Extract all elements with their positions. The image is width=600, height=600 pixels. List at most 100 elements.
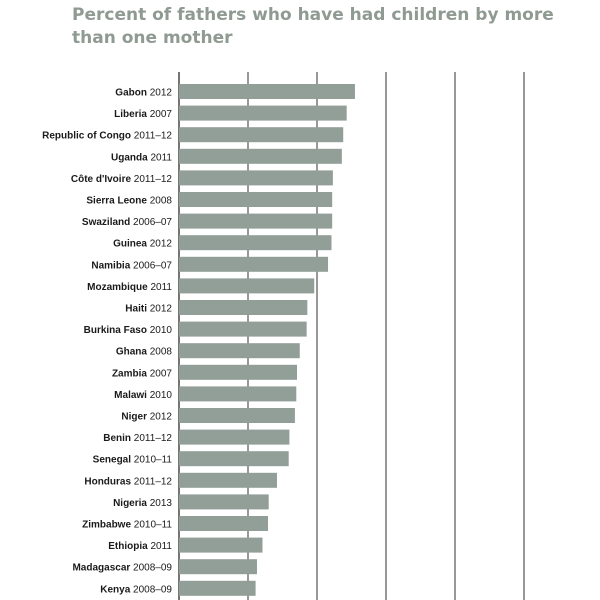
category-label: Haiti 2012 (125, 304, 172, 315)
category-label: Honduras 2011–12 (84, 476, 172, 487)
category-label: Ghana 2008 (116, 347, 173, 358)
category-year: 2012 (147, 304, 172, 315)
category-year: 2012 (147, 88, 172, 99)
category-label: Zambia 2007 (112, 368, 172, 379)
category-year: 2012 (147, 239, 172, 250)
category-year: 2010–11 (131, 455, 172, 466)
category-label: Guinea 2012 (113, 239, 172, 250)
category-label: Nigeria 2013 (113, 498, 172, 509)
category-year: 2008–09 (130, 584, 172, 595)
bar-malawi (179, 386, 297, 402)
bar-ethiopia (179, 537, 263, 553)
bar-nigeria (179, 494, 269, 510)
bar-uganda (179, 148, 342, 164)
category-year: 2011–12 (131, 476, 172, 487)
category-year: 2013 (147, 498, 172, 509)
category-name: Kenya (100, 584, 130, 595)
category-year: 2010 (147, 325, 172, 336)
category-name: Haiti (125, 304, 147, 315)
category-name: Zambia (112, 368, 147, 379)
bar-mozambique (179, 278, 315, 294)
category-year: 2008 (147, 347, 172, 358)
category-name: Mozambique (87, 282, 148, 293)
category-label: Malawi 2010 (114, 390, 172, 401)
category-name: Honduras (84, 476, 131, 487)
category-year: 2010–11 (131, 520, 172, 531)
category-label: Mozambique 2011 (87, 282, 172, 293)
category-name: Gabon (115, 88, 147, 99)
bar-honduras (179, 472, 277, 488)
category-year: 2011–12 (131, 433, 172, 444)
category-label: Sierra Leone 2008 (86, 196, 172, 207)
category-year: 2012 (147, 412, 172, 423)
bar-kenya (179, 580, 256, 596)
bar-swaziland (179, 213, 333, 229)
category-name: Côte d'Ivoire (71, 174, 132, 185)
bar-gabon (179, 84, 355, 99)
category-name: Nigeria (113, 498, 147, 509)
category-name: Benin (103, 433, 131, 444)
category-name: Liberia (114, 109, 147, 120)
category-label: Zimbabwe 2010–11 (82, 520, 172, 531)
bar-guinea (179, 235, 332, 251)
category-year: 2011 (148, 541, 173, 552)
bar-sierra-leone (179, 192, 333, 207)
category-name: Republic of Congo (42, 131, 131, 142)
category-name: Ghana (116, 347, 148, 358)
category-label: Uganda 2011 (111, 152, 172, 163)
bar-namibia (179, 256, 329, 272)
category-name: Ethiopia (108, 541, 148, 552)
category-label: Côte d'Ivoire 2011–12 (71, 174, 173, 185)
category-year: 2006–07 (130, 260, 172, 271)
bar-ghana (179, 343, 300, 359)
category-year: 2011 (148, 282, 173, 293)
category-year: 2011 (148, 152, 173, 163)
category-label: Swaziland 2006–07 (82, 217, 173, 228)
bars (179, 84, 355, 596)
category-name: Swaziland (82, 217, 130, 228)
category-name: Guinea (113, 239, 147, 250)
category-label: Gabon 2012 (115, 88, 172, 99)
category-label: Republic of Congo 2011–12 (42, 131, 172, 142)
bar-madagascar (179, 559, 257, 575)
category-label: Ethiopia 2011 (108, 541, 172, 552)
category-name: Sierra Leone (86, 196, 147, 207)
category-name: Madagascar (72, 563, 130, 574)
category-label: Senegal 2010–11 (93, 455, 173, 466)
bar-republic-of-congo (179, 127, 344, 143)
category-name: Senegal (93, 455, 132, 466)
chart-title: Percent of fathers who have had children… (72, 5, 554, 48)
category-label: Niger 2012 (121, 412, 172, 423)
bar-burkina-faso (179, 321, 307, 337)
category-label: Kenya 2008–09 (100, 584, 172, 595)
bar-niger (179, 408, 295, 423)
bar-c-te-d-ivoire (179, 170, 333, 186)
category-name: Uganda (111, 152, 148, 163)
category-name: Burkina Faso (84, 325, 147, 336)
category-year: 2011–12 (131, 174, 172, 185)
category-year: 2008–09 (130, 563, 172, 574)
category-label: Liberia 2007 (114, 109, 172, 120)
bar-senegal (179, 451, 289, 467)
category-name: Malawi (114, 390, 147, 401)
category-label: Namibia 2006–07 (91, 260, 172, 271)
category-year: 2007 (147, 368, 172, 379)
category-name: Niger (121, 412, 147, 423)
category-name: Zimbabwe (82, 520, 131, 531)
category-label: Benin 2011–12 (103, 433, 172, 444)
category-year: 2007 (147, 109, 172, 120)
bar-haiti (179, 300, 308, 315)
category-name: Namibia (91, 260, 130, 271)
category-year: 2008 (147, 196, 172, 207)
category-year: 2006–07 (130, 217, 172, 228)
category-label: Madagascar 2008–09 (72, 563, 172, 574)
bar-zambia (179, 364, 297, 380)
category-year: 2011–12 (131, 131, 172, 142)
bar-zimbabwe (179, 516, 269, 531)
bar-benin (179, 429, 290, 445)
category-year: 2010 (147, 390, 172, 401)
category-label: Burkina Faso 2010 (84, 325, 173, 336)
bar-liberia (179, 105, 347, 121)
